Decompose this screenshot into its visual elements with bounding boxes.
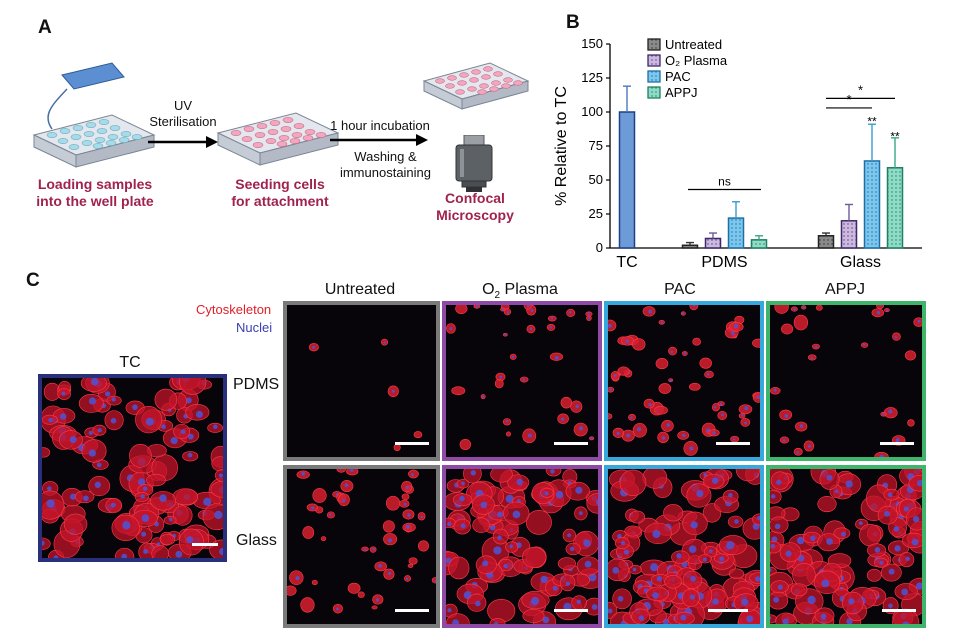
- arrow2-icon: [330, 134, 428, 146]
- step2-caption-line2: for attachment: [231, 193, 329, 209]
- row-head-pdms: PDMS: [233, 376, 280, 393]
- arrow2-label-line2: immunostaining: [339, 165, 432, 180]
- arrow1-icon: [148, 136, 218, 148]
- stain-label-nuclei: Nuclei: [236, 320, 273, 335]
- row-head-glass: Glass: [236, 532, 277, 549]
- column-head-appj: APPJ: [824, 281, 865, 298]
- significance-stars: **: [890, 129, 900, 143]
- well-plate-blue-illustration: [32, 62, 156, 168]
- step2-caption: Seeding cells for attachment: [205, 176, 355, 210]
- stain-label-cytoskeleton: Cytoskeleton: [196, 302, 272, 317]
- panel-b-letter: B: [566, 12, 580, 33]
- bar-pdms-pac: [727, 217, 745, 249]
- significance-label: *: [846, 92, 851, 107]
- bar-glass-appj: [886, 167, 904, 249]
- step3-caption-line2: Microscopy: [436, 207, 514, 223]
- legend-swatch: [647, 38, 661, 51]
- bar-pdms-oplasma: [704, 237, 722, 249]
- scale-bar: [882, 609, 916, 612]
- legend-label: O₂ Plasma: [665, 53, 728, 68]
- well-plate-pink-illustration: [216, 112, 340, 166]
- x-group-label-pdms: PDMS: [701, 254, 747, 271]
- scale-bar: [708, 609, 748, 612]
- bar-glass-untreated: [817, 235, 835, 249]
- step3-caption: Confocal Microscopy: [420, 190, 530, 224]
- y-tick-label: 100: [581, 104, 603, 119]
- step1-caption-line2: into the well plate: [36, 193, 154, 209]
- significance-stars: **: [867, 115, 877, 129]
- step2-caption-line1: Seeding cells: [235, 176, 325, 192]
- micrograph-pdms-pac: [604, 301, 764, 461]
- micrograph-glass-untreated: [283, 465, 440, 628]
- legend-swatch: [647, 70, 661, 83]
- scale-bar: [395, 609, 429, 612]
- y-tick-label: 25: [589, 206, 603, 221]
- bar-pdms-appj: [750, 239, 768, 249]
- microscope-objective-icon: [455, 135, 493, 192]
- scale-bar: [880, 442, 914, 445]
- y-tick-label: 75: [589, 138, 603, 153]
- o2-rest: Plasma: [500, 281, 558, 298]
- y-tick-label: 50: [589, 172, 603, 187]
- arrow1-label: UV Sterilisation: [138, 98, 228, 130]
- well-plate-pink-small-illustration: [422, 62, 530, 110]
- o2-base: O: [482, 281, 495, 298]
- bar-chart: % Relative to TC 0 25 50 75 100 125 150 TC PDMS Gl…: [553, 36, 922, 271]
- legend-swatch: [647, 86, 661, 99]
- o2-subscript: 2: [494, 290, 501, 302]
- column-head-untreated: Untreated: [324, 281, 396, 298]
- cell-field: [770, 469, 922, 624]
- panel-a-letter: A: [38, 17, 52, 38]
- cell-field: [308, 338, 423, 452]
- significance-label: *: [858, 82, 863, 97]
- legend-label: APPJ: [665, 85, 698, 100]
- scale-bar: [716, 442, 750, 445]
- arrow2-label-line1: Washing &: [354, 149, 417, 164]
- arrow1-label-line1: UV: [173, 98, 193, 113]
- panel-c-letter: C: [26, 270, 40, 291]
- bar-pdms-untreated: [681, 244, 699, 249]
- legend-swatch: [647, 54, 661, 67]
- scale-bar: [554, 609, 588, 612]
- bar-glass-pac: [863, 160, 881, 249]
- bar-glass-oplasma: [840, 220, 858, 249]
- cell-field: [446, 305, 595, 450]
- cell-field: [608, 469, 760, 624]
- legend-label: Untreated: [665, 37, 722, 52]
- significance-label: ns: [718, 175, 731, 189]
- y-tick-label: 0: [596, 240, 603, 255]
- micrograph-glass-pac: [604, 465, 764, 628]
- y-tick-label: 150: [581, 36, 603, 51]
- cell-field: [42, 378, 223, 558]
- x-group-label-glass: Glass: [840, 254, 881, 271]
- y-tick-label: 125: [581, 70, 603, 85]
- column-head-o2-plasma: O2 Plasma: [445, 281, 595, 301]
- legend-label: PAC: [665, 69, 691, 84]
- arrow1-label-line2: Sterilisation: [149, 114, 217, 129]
- bar-tc-tc: [618, 111, 636, 249]
- arrow2-label-top: 1 hour incubation: [330, 118, 430, 133]
- micrograph-pdms-untreated: [283, 301, 440, 461]
- micrograph-tc: [38, 374, 227, 562]
- step3-caption-line1: Confocal: [445, 190, 505, 206]
- scale-bar: [192, 543, 218, 546]
- micrograph-glass-appj: [766, 465, 926, 628]
- scale-bar: [395, 442, 429, 445]
- x-group-label-tc: TC: [616, 254, 637, 271]
- cell-field: [770, 305, 922, 457]
- step1-caption: Loading samples into the well plate: [20, 176, 170, 210]
- step1-caption-line1: Loading samples: [37, 176, 153, 192]
- micrograph-glass-o2-plasma: [442, 465, 602, 628]
- cell-field: [446, 469, 598, 624]
- cell-field: [287, 469, 436, 614]
- scale-bar: [554, 442, 588, 445]
- cell-field: [608, 305, 760, 456]
- micrograph-pdms-o2-plasma: [442, 301, 602, 461]
- micrograph-pdms-appj: [766, 301, 926, 461]
- column-head-pac: PAC: [664, 281, 696, 298]
- tc-label: TC: [119, 354, 141, 371]
- y-axis-label: % Relative to TC: [553, 86, 570, 206]
- arrow2-label-bottom: Washing & immunostaining: [333, 149, 438, 181]
